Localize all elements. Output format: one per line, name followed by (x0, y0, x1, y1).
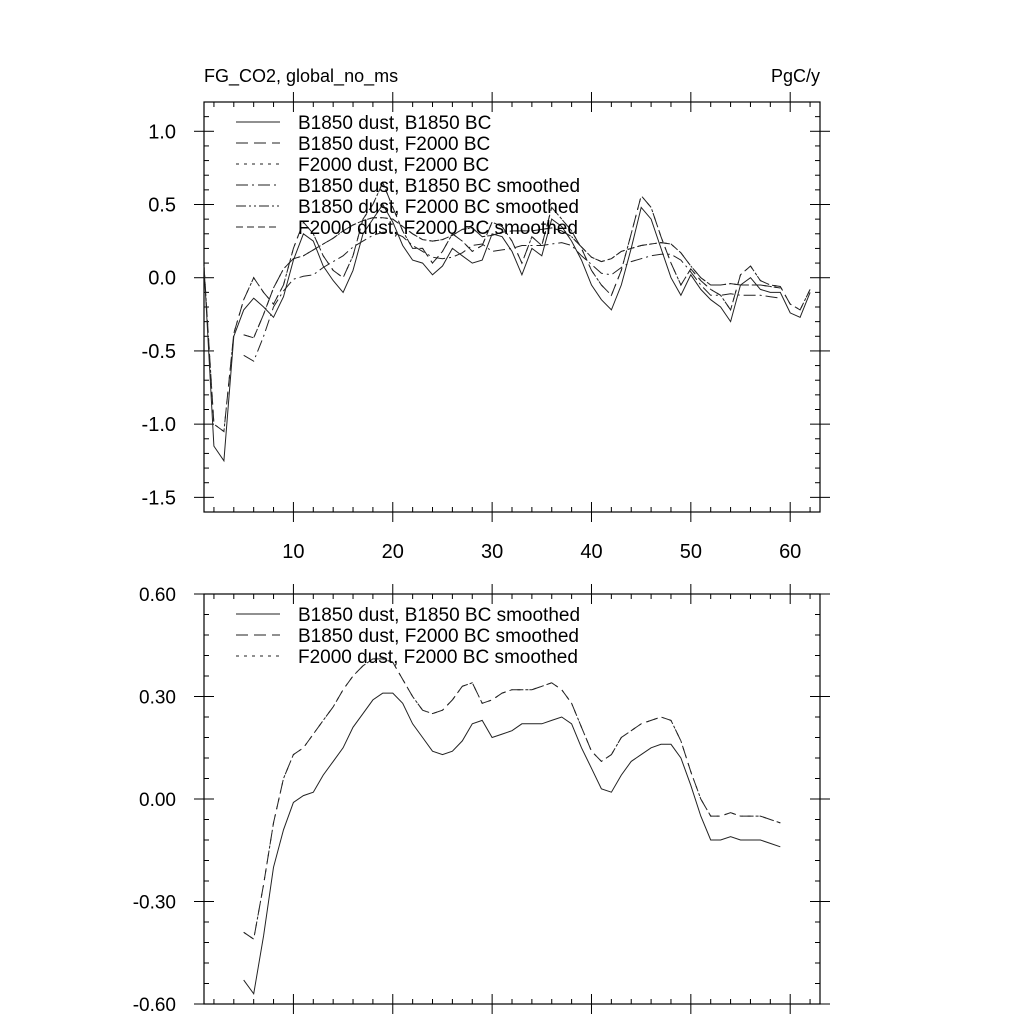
top-legend-label: B1850 dust, F2000 BC (298, 134, 490, 155)
top-legend-label: F2000 dust, F2000 BC (298, 155, 489, 176)
top-y-tick-label: 0.5 (148, 195, 176, 217)
top-y-tick-label: -1.5 (142, 487, 176, 509)
top-series-line-6 (243, 217, 781, 339)
top-y-tick-label: 0.0 (148, 268, 176, 290)
top-series-line-4 (243, 231, 781, 362)
top-panel: FG_CO2, global_no_ms PgC/y 10 20 30 40 50 60 1… (142, 66, 830, 563)
top-series-line-1 (203, 203, 811, 463)
top-legend-label: F2000 dust, F2000 BC smoothed (298, 218, 578, 239)
top-x-tick-label: 20 (382, 541, 404, 563)
bottom-series-line-3 (243, 658, 781, 940)
top-x-tick-label: 50 (680, 541, 702, 563)
bottom-series-line-1 (243, 692, 781, 996)
top-panel-units: PgC/y (771, 66, 820, 86)
top-legend-label: B1850 dust, B1850 BC (298, 113, 491, 134)
bottom-y-tick-label: -0.60 (133, 995, 176, 1016)
bottom-y-tick-label: 0.30 (139, 688, 176, 709)
top-x-tick-label: 10 (282, 541, 304, 563)
top-y-tick-label: 1.0 (148, 121, 176, 143)
top-panel-title: FG_CO2, global_no_ms (204, 66, 398, 87)
bottom-legend-label: F2000 dust, F2000 BC smoothed (298, 647, 578, 668)
top-legend-label: B1850 dust, F2000 BC smoothed (298, 197, 579, 218)
bottom-y-tick-label: 0.00 (139, 790, 176, 811)
top-x-tick-label: 30 (481, 541, 503, 563)
top-x-tick-label: 40 (580, 541, 602, 563)
top-series-line-3 (203, 181, 811, 433)
top-y-tick-label: -0.5 (142, 341, 176, 363)
top-series-line-2 (203, 181, 811, 433)
bottom-y-tick-label: -0.30 (133, 893, 176, 914)
top-legend-label: B1850 dust, B1850 BC smoothed (298, 176, 580, 197)
bottom-legend-label: B1850 dust, B1850 BC smoothed (298, 605, 580, 626)
bottom-y-tick-label: 0.60 (139, 585, 176, 606)
top-x-tick-label: 60 (779, 541, 801, 563)
bottom-panel: 0.60 0.30 0.00 -0.30 -0.60 B1850 dust, B1850 … (133, 584, 830, 1016)
bottom-legend-label: B1850 dust, F2000 BC smoothed (298, 626, 579, 647)
top-y-tick-label: -1.0 (142, 414, 176, 436)
